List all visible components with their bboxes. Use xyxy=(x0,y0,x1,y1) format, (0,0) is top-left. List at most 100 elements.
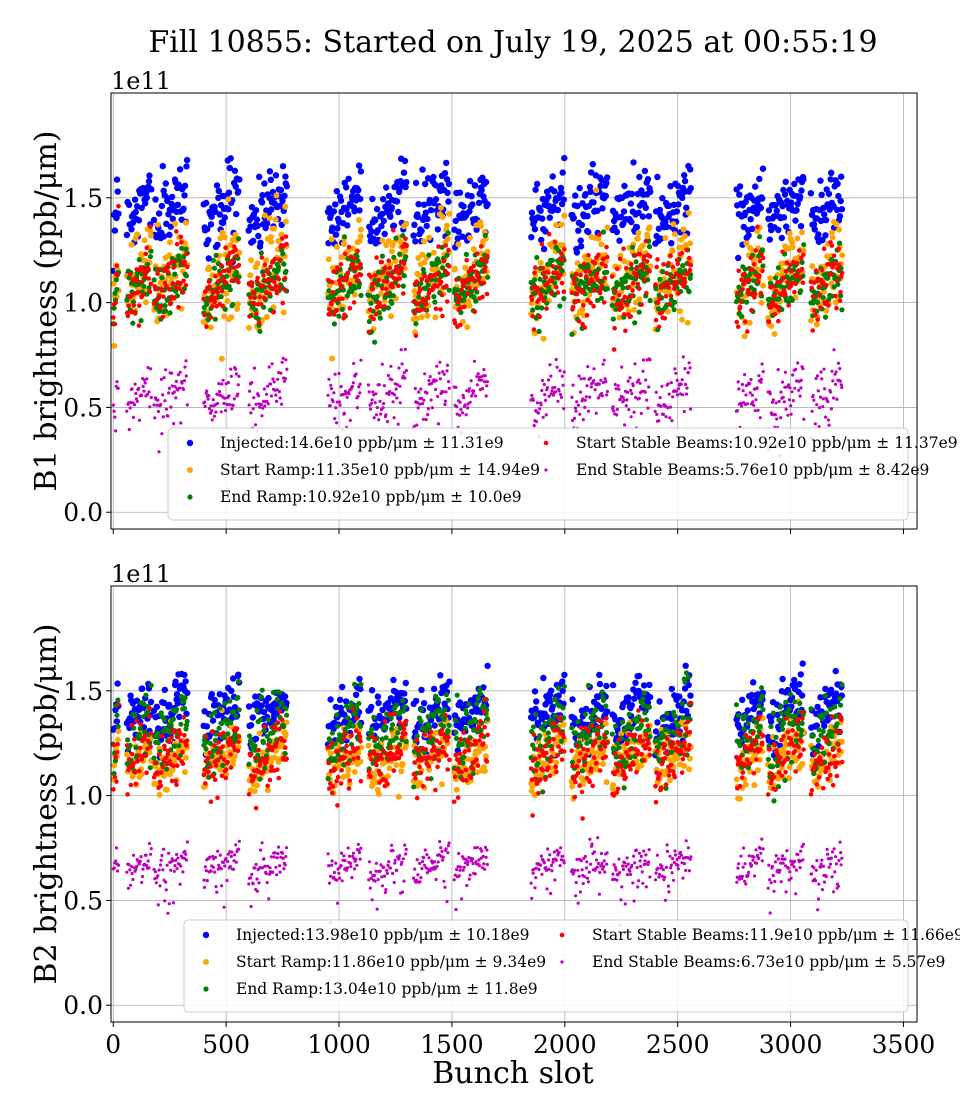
data-point xyxy=(549,278,555,284)
data-point xyxy=(478,187,485,194)
data-point xyxy=(478,223,484,229)
data-point xyxy=(749,377,753,382)
data-point xyxy=(333,372,337,376)
data-point xyxy=(337,282,343,287)
data-point xyxy=(481,387,485,391)
data-point xyxy=(613,382,617,387)
data-point xyxy=(792,289,797,295)
data-point xyxy=(666,285,672,290)
data-point xyxy=(681,177,689,185)
data-point xyxy=(229,367,233,371)
data-point xyxy=(132,208,139,216)
data-point xyxy=(236,279,241,285)
data-point xyxy=(329,383,333,387)
data-point xyxy=(179,240,184,245)
data-point xyxy=(280,300,286,306)
data-point xyxy=(357,385,361,389)
data-point xyxy=(443,243,449,248)
data-point xyxy=(749,307,754,313)
data-point xyxy=(798,288,804,294)
data-point xyxy=(629,388,633,392)
data-point xyxy=(166,414,170,418)
data-point xyxy=(382,384,386,388)
data-point xyxy=(576,403,581,407)
data-point xyxy=(343,206,350,213)
data-point xyxy=(250,289,256,295)
data-point xyxy=(212,414,216,418)
data-point xyxy=(740,287,745,292)
data-point xyxy=(333,243,340,250)
data-point xyxy=(143,251,149,257)
data-point xyxy=(356,278,361,284)
data-point xyxy=(464,258,470,263)
data-point xyxy=(655,306,662,312)
data-point xyxy=(668,240,675,247)
data-point xyxy=(673,208,681,215)
data-point xyxy=(599,282,604,288)
data-point xyxy=(178,370,182,374)
data-point xyxy=(838,206,846,213)
data-point xyxy=(545,193,552,200)
data-point xyxy=(113,277,119,283)
data-point xyxy=(432,196,440,203)
data-point xyxy=(583,705,590,713)
data-point xyxy=(472,389,476,393)
data-point xyxy=(674,371,678,375)
data-point xyxy=(252,301,258,307)
data-point xyxy=(560,721,567,728)
data-point xyxy=(745,287,751,293)
data-point xyxy=(447,380,451,384)
data-point xyxy=(250,381,254,385)
data-point xyxy=(171,265,176,270)
data-point xyxy=(278,231,285,238)
data-point xyxy=(333,417,337,421)
figure-title: Fill 10855: Started on July 19, 2025 at … xyxy=(148,25,877,60)
data-point xyxy=(125,201,133,208)
data-point xyxy=(377,315,383,321)
data-point xyxy=(331,321,337,327)
data-point xyxy=(680,378,684,382)
data-point xyxy=(114,286,120,293)
data-point xyxy=(470,277,476,283)
data-point xyxy=(775,417,779,421)
data-point xyxy=(277,390,281,394)
data-point xyxy=(541,415,545,419)
data-point xyxy=(348,254,354,260)
data-point xyxy=(583,274,589,279)
data-point xyxy=(641,369,645,373)
data-point xyxy=(161,294,166,300)
data-point xyxy=(271,377,275,381)
data-point xyxy=(420,201,428,208)
data-point xyxy=(277,257,282,263)
data-point xyxy=(574,291,580,297)
data-point xyxy=(776,368,780,372)
data-point xyxy=(185,264,190,270)
data-point xyxy=(791,399,795,403)
data-point xyxy=(130,387,134,391)
data-point xyxy=(661,412,666,416)
data-point xyxy=(631,695,638,702)
data-point xyxy=(151,277,157,283)
data-point xyxy=(601,362,605,366)
data-point xyxy=(349,288,355,294)
data-point xyxy=(386,373,390,378)
data-point xyxy=(390,239,397,246)
data-point xyxy=(280,309,287,316)
data-point xyxy=(207,324,214,331)
data-point xyxy=(276,264,282,270)
data-point xyxy=(272,380,276,384)
data-point xyxy=(572,281,577,286)
data-point xyxy=(237,374,241,378)
data-point xyxy=(476,273,482,279)
data-point xyxy=(153,780,160,787)
data-point xyxy=(627,200,634,207)
data-point xyxy=(395,396,399,400)
legend-entry: End Stable Beams:5.76e10 ppb/μm ± 8.42e9 xyxy=(576,461,929,479)
data-point xyxy=(383,265,388,271)
data-point xyxy=(610,295,616,301)
data-point xyxy=(129,309,134,315)
axes-frame xyxy=(110,92,918,530)
data-point xyxy=(134,391,138,396)
data-point xyxy=(183,710,190,717)
data-point xyxy=(422,398,426,402)
